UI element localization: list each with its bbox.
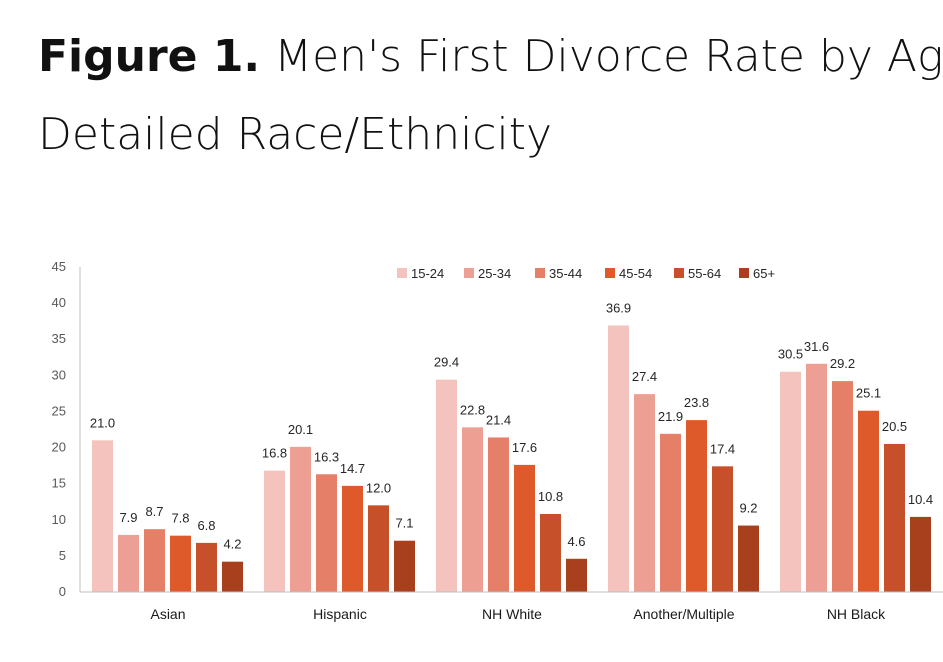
bars: 21.0 7.9 8.7 7.8 6.8 4.2 16.820.116.314.712.0 7… [90,301,933,592]
data-label: 16.8 [262,446,287,461]
data-label: 10.4 [908,492,933,507]
data-label: 21.0 [90,415,115,430]
bar [290,446,311,592]
bar [832,381,853,592]
bar [780,371,801,592]
bar [806,363,827,592]
bar [196,542,217,592]
legend: 15-24 25-34 35-44 45-54 55-64 65+ [397,266,775,281]
bar [462,427,483,592]
legend-label: 45-54 [619,266,652,281]
y-tick-label: 10 [52,512,66,527]
legend-label: 25-34 [478,266,511,281]
y-tick-label: 5 [59,548,66,563]
bar [436,379,457,592]
bar [368,505,389,592]
data-label: 10.8 [538,489,563,504]
data-label: 22.8 [460,402,485,417]
data-label: 36.9 [606,301,631,316]
data-label: 14.7 [340,461,365,476]
y-tick-label: 35 [52,331,66,346]
bar [566,558,587,592]
bar [264,470,285,592]
bar [858,410,879,592]
legend-swatch [464,268,474,278]
bar [540,514,561,592]
data-label: 31.6 [804,339,829,354]
data-label: 21.4 [486,412,511,427]
bar [738,525,759,592]
data-label: 20.1 [288,422,313,437]
data-label: 8.7 [145,504,163,519]
legend-label: 35-44 [549,266,582,281]
x-axis: Asian Hispanic NH White Another/Multiple NH … [80,591,943,622]
bar [222,561,243,592]
bar [608,325,629,592]
data-label: 30.5 [778,347,803,362]
category-label: Hispanic [313,606,367,622]
y-tick-label: 30 [52,367,66,382]
bar [634,394,655,592]
category-label: NH White [482,606,542,622]
legend-label: 15-24 [411,266,444,281]
title-line-2: Detailed Race/Ethnicity [38,109,553,160]
bar [686,420,707,592]
y-tick-label: 25 [52,403,66,418]
category-label: Another/Multiple [633,606,734,622]
bar [144,529,165,592]
bar [170,535,191,592]
legend-swatch [739,268,749,278]
y-tick-label: 45 [52,259,66,274]
bar [884,443,905,592]
figure-title: Figure 1. Men's First Divorce Rate by Ag… [38,18,943,178]
data-label: 9.2 [739,501,757,516]
y-tick-label: 20 [52,440,66,455]
bar [118,534,139,592]
bar [342,485,363,592]
y-tick-label: 15 [52,476,66,491]
legend-swatch [605,268,615,278]
figure-label: Figure 1. [38,31,261,82]
legend-swatch [535,268,545,278]
category-label: NH Black [827,606,886,622]
data-label: 23.8 [684,395,709,410]
bar [712,466,733,592]
bar [394,540,415,592]
data-label: 29.2 [830,356,855,371]
data-label: 27.4 [632,369,657,384]
bar [514,464,535,592]
bar [488,437,509,592]
legend-swatch [674,268,684,278]
data-label: 7.9 [119,510,137,525]
data-label: 12.0 [366,480,391,495]
bar [92,440,113,592]
y-tick-label: 0 [59,584,66,599]
category-label: Asian [150,606,185,622]
legend-label: 55-64 [688,266,721,281]
legend-label: 65+ [753,266,775,281]
legend-swatch [397,268,407,278]
y-axis: 0 5 10 15 20 25 30 35 40 45 [52,259,81,599]
bar [316,474,337,592]
bar [660,433,681,592]
data-label: 17.4 [710,441,735,456]
data-label: 7.8 [171,511,189,526]
data-label: 4.2 [223,537,241,552]
data-label: 4.6 [567,534,585,549]
data-label: 20.5 [882,419,907,434]
data-label: 21.9 [658,409,683,424]
data-label: 6.8 [197,518,215,533]
data-label: 16.3 [314,449,339,464]
data-label: 17.6 [512,440,537,455]
data-label: 7.1 [395,516,413,531]
y-tick-label: 40 [52,295,66,310]
title-line-1: Men's First Divorce Rate by Age and [274,31,943,82]
data-label: 25.1 [856,386,881,401]
bar [910,516,931,592]
data-label: 29.4 [434,355,459,370]
